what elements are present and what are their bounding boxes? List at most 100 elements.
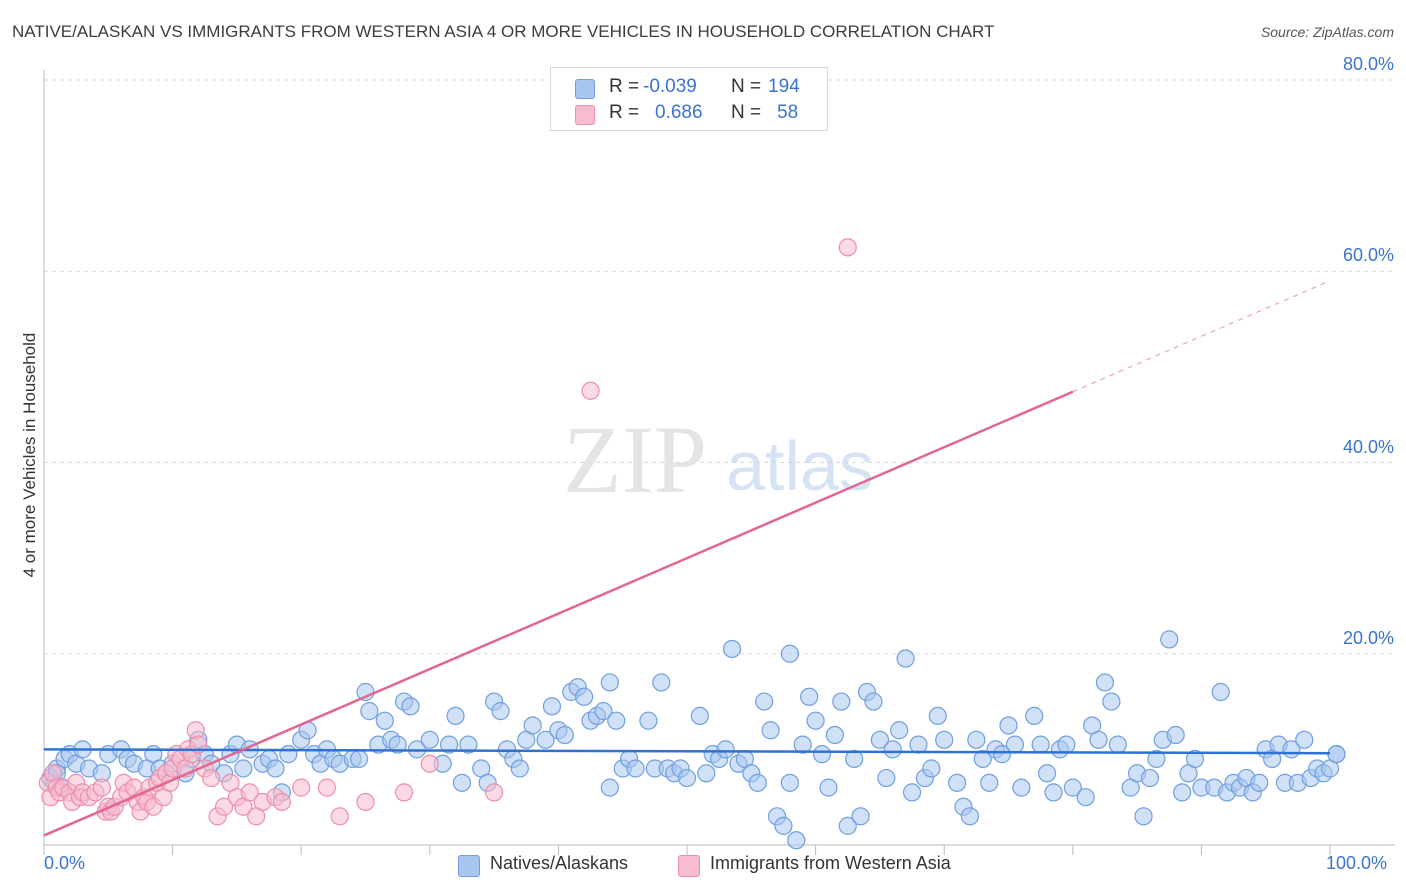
western-asia-point [214, 797, 234, 816]
natives-point [870, 730, 890, 749]
trend-line-western-asia [43, 390, 1074, 837]
legend-n-value: 194 [768, 76, 800, 97]
western-asia-point [485, 783, 504, 802]
western-asia-point [420, 754, 439, 773]
x-tick-label-max: 100.0% [1326, 853, 1388, 873]
chart-source: Source: ZipAtlas.com [1260, 24, 1394, 40]
natives-point [780, 773, 799, 792]
natives-point [1031, 735, 1050, 754]
natives-point [1160, 630, 1179, 649]
natives-point [1250, 773, 1269, 792]
legend-swatch-western-asia [678, 855, 700, 877]
natives-point [890, 721, 909, 740]
natives-point [722, 639, 742, 659]
natives-point [793, 735, 812, 754]
natives-point [812, 745, 832, 764]
western-asia-point [272, 792, 292, 812]
natives-point [575, 687, 594, 706]
western-asia-point [330, 807, 349, 826]
natives-point [774, 816, 793, 835]
natives-point [800, 687, 819, 706]
natives-point [1025, 706, 1044, 726]
western-asia-point [317, 778, 337, 797]
legend-r-label: R = [609, 76, 640, 97]
natives-point [1005, 735, 1025, 754]
legend-r-value: 0.686 [655, 102, 703, 123]
natives-point [928, 706, 947, 726]
natives-point [960, 807, 980, 826]
natives-point [523, 716, 542, 735]
chart-title: NATIVE/ALASKAN VS IMMIGRANTS FROM WESTER… [12, 22, 995, 41]
x-tick-label-min: 0.0% [44, 853, 86, 873]
natives-point [600, 673, 619, 692]
natives-point [883, 740, 902, 759]
natives-point [234, 759, 253, 778]
natives-point [999, 716, 1018, 735]
western-asia-point [292, 778, 311, 797]
natives-point [780, 644, 799, 663]
natives-point [1089, 730, 1108, 749]
legend-label-natives: Natives/Alaskans [490, 853, 629, 873]
legend-n-label: N = [731, 76, 762, 97]
western-asia-point [202, 768, 221, 788]
trend-line-natives [43, 748, 1331, 755]
western-asia-point [838, 238, 857, 257]
western-asia-point [92, 778, 111, 797]
y-tick-label-60: 60.0% [1342, 245, 1394, 266]
natives-point [420, 730, 439, 749]
natives-point [446, 706, 465, 726]
natives-point [1134, 807, 1153, 826]
legend-r-value: -0.039 [643, 76, 697, 97]
natives-point [845, 749, 864, 769]
natives-point [947, 773, 967, 792]
natives-point [1063, 778, 1082, 797]
natives-point [1076, 788, 1095, 807]
natives-point [690, 706, 709, 726]
natives-point [459, 735, 478, 754]
natives-point [935, 730, 954, 749]
natives-point [825, 725, 844, 745]
series-legend: Natives/Alaskans Immigrants from Western… [0, 850, 1406, 878]
natives-point [902, 783, 922, 802]
natives-point [279, 745, 298, 764]
western-asia-point [394, 783, 414, 802]
natives-point [697, 764, 716, 783]
natives-point [1037, 764, 1057, 783]
natives-point [1102, 692, 1121, 711]
natives-point [607, 711, 626, 730]
natives-point [909, 735, 928, 754]
natives-point [1173, 783, 1192, 802]
natives-point [594, 702, 613, 721]
y-axis-label: 4 or more Vehicles in Household [20, 332, 39, 578]
series-western-asia-points [38, 238, 857, 826]
natives-point [819, 778, 838, 797]
y-tick-label-80: 80.0% [1342, 54, 1394, 74]
natives-point [626, 759, 645, 778]
trend-line-western-asia-extension [1072, 280, 1331, 393]
natives-point [677, 768, 697, 788]
natives-point [491, 702, 510, 721]
natives-point [992, 745, 1012, 764]
y-tick-label-20: 20.0% [1342, 627, 1394, 648]
natives-point [555, 725, 574, 745]
legend-swatch-natives [575, 79, 595, 99]
watermark-zip: ZIP [563, 406, 707, 513]
natives-point [864, 692, 883, 711]
natives-point [375, 711, 394, 730]
natives-point [349, 749, 369, 769]
natives-point [755, 692, 774, 711]
natives-point [877, 768, 896, 788]
western-asia-point [356, 792, 375, 812]
natives-point [1211, 682, 1230, 702]
natives-point [716, 740, 735, 759]
natives-point [967, 730, 986, 749]
natives-point [1295, 730, 1314, 749]
y-tick-label-40: 40.0% [1342, 436, 1394, 457]
legend-swatch-western-asia [575, 105, 595, 125]
legend-n-label: N = [731, 102, 762, 123]
natives-point [838, 816, 857, 835]
legend-r-label: R = [609, 102, 640, 123]
natives-point [1095, 673, 1115, 692]
natives-point [1166, 725, 1185, 745]
